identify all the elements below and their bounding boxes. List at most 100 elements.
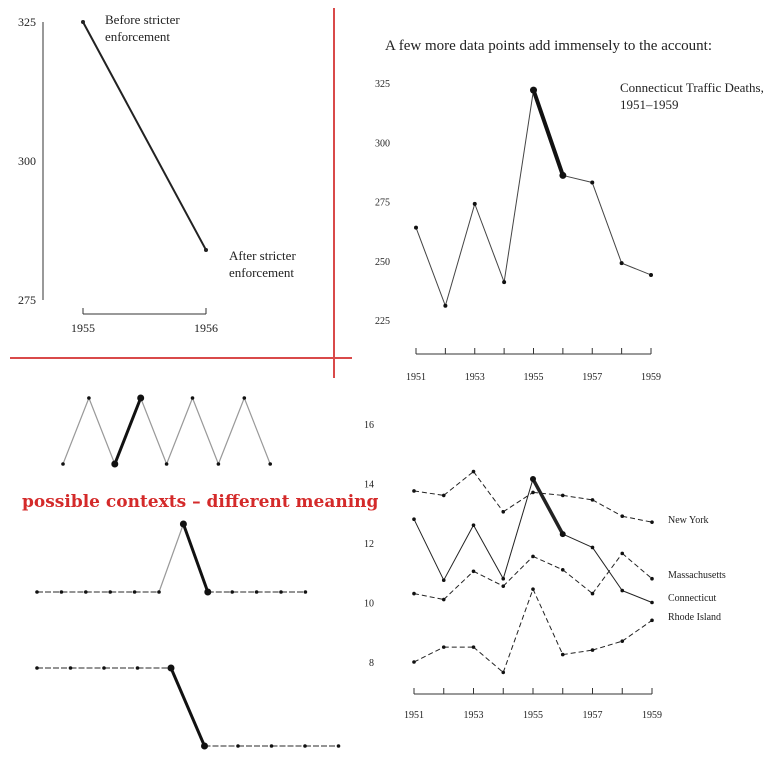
connecticut-data-point xyxy=(649,272,653,277)
two-point-data-point xyxy=(204,247,208,252)
new-york-data-point xyxy=(412,489,416,493)
massachusetts-line-segment xyxy=(473,570,504,587)
rhode-island-data-point xyxy=(412,660,416,664)
connecticut-chart: A few more data points add immensely to … xyxy=(375,38,764,383)
rhode-island-line-segment xyxy=(562,649,593,656)
sketch-data-point xyxy=(135,666,140,670)
connecticut-data-point xyxy=(559,531,566,538)
connecticut-y-tick-label: 325 xyxy=(375,79,390,90)
sketch-data-point xyxy=(61,462,65,466)
rhode-island-data-point xyxy=(471,645,476,649)
four-states-x-tick-label: 1953 xyxy=(464,710,484,721)
rhode-island-data-point xyxy=(501,670,506,675)
connecticut-data-point xyxy=(441,578,446,582)
rhode-island-line-segment xyxy=(621,619,653,642)
connecticut-line-segment xyxy=(592,547,623,591)
massachusetts-line-segment xyxy=(413,593,444,601)
connecticut-data-point xyxy=(650,600,654,605)
sketch-data-point xyxy=(87,396,91,400)
connecticut-line-segment xyxy=(443,524,474,581)
new-york-line-segment xyxy=(592,499,623,517)
sketch-emphasis-segment xyxy=(169,667,206,747)
sketch-data-point xyxy=(132,590,137,594)
four-states-y-tick-label: 16 xyxy=(364,420,374,431)
two-point-annotation: enforcement xyxy=(105,29,170,44)
new-york-line-segment xyxy=(532,491,563,496)
connecticut-chart-heading: A few more data points add immensely to … xyxy=(385,38,712,54)
four-states-series-label: New York xyxy=(668,515,709,526)
new-york-line-segment xyxy=(502,492,534,513)
connecticut-data-point xyxy=(414,225,418,230)
connecticut-emphasis-segment xyxy=(531,89,565,177)
two-point-series-line xyxy=(82,21,207,251)
sketch-data-point xyxy=(303,744,307,748)
two-point-x-tick-label: 1955 xyxy=(71,321,95,335)
sketch-data-point xyxy=(35,590,39,594)
rhode-island-data-point xyxy=(650,618,654,623)
two-point-y-tick-label: 275 xyxy=(18,293,36,307)
rhode-island-data-point xyxy=(590,648,595,652)
connecticut-x-tick-label: 1959 xyxy=(641,372,661,383)
massachusetts-line-segment xyxy=(592,553,623,594)
four-states-x-tick-label: 1959 xyxy=(642,710,662,721)
rhode-island-line-segment xyxy=(532,588,564,655)
massachusetts-data-point xyxy=(531,554,535,559)
connecticut-data-point xyxy=(501,576,506,581)
connecticut-line-segment xyxy=(474,203,505,283)
connecticut-y-tick-label: 250 xyxy=(375,257,390,268)
connecticut-y-tick-label: 300 xyxy=(375,138,390,149)
contexts-caption: possible contexts – different meaning xyxy=(22,492,379,512)
new-york-data-point xyxy=(501,509,506,514)
massachusetts-data-point xyxy=(620,551,625,556)
four-states-x-tick-label: 1951 xyxy=(404,710,424,721)
four-states-y-tick-label: 8 xyxy=(369,658,374,669)
four-states-series-label: Rhode Island xyxy=(668,612,721,623)
two-point-annotation: Before stricter xyxy=(105,12,180,27)
connecticut-line-segment xyxy=(591,182,623,264)
two-point-x-tick-label: 1956 xyxy=(194,321,218,335)
sketch-data-point xyxy=(201,742,208,750)
connecticut-line-segment xyxy=(502,478,534,579)
rhode-island-data-point xyxy=(531,587,535,591)
sketch-data-point xyxy=(268,462,273,466)
context-step-sketch xyxy=(35,664,341,750)
new-york-data-point xyxy=(560,493,565,498)
sketch-data-point xyxy=(190,396,195,400)
sketch-data-point xyxy=(102,666,106,670)
four-states-x-tick-label: 1955 xyxy=(523,710,543,721)
sketch-data-point xyxy=(242,396,247,400)
sketch-line-segment xyxy=(217,397,245,465)
sketch-data-point xyxy=(84,590,88,594)
rhode-island-data-point xyxy=(560,652,565,657)
connecticut-line-segment xyxy=(413,518,445,581)
four-states-series-label: Connecticut xyxy=(668,593,717,604)
massachusetts-line-segment xyxy=(532,555,563,571)
connecticut-data-point xyxy=(559,171,567,179)
massachusetts-data-point xyxy=(441,597,446,602)
two-point-data-point xyxy=(81,20,85,24)
connecticut-y-tick-label: 275 xyxy=(375,198,390,209)
connecticut-data-point xyxy=(443,303,448,308)
sketch-line-segment xyxy=(88,397,116,465)
sketch-data-point xyxy=(157,590,161,594)
sketch-data-point xyxy=(254,590,259,594)
sketch-data-point xyxy=(68,666,73,670)
two-point-annotation: enforcement xyxy=(229,265,294,280)
sketch-line-segment xyxy=(62,397,90,465)
new-york-line-segment xyxy=(443,471,474,496)
two-point-y-tick-label: 300 xyxy=(18,154,36,168)
new-york-line-segment xyxy=(473,471,504,513)
four-states-y-tick-label: 12 xyxy=(364,539,374,550)
connecticut-line-segment xyxy=(621,262,652,276)
sketch-emphasis-segment xyxy=(113,397,143,465)
connecticut-data-point xyxy=(530,86,537,94)
connecticut-data-point xyxy=(472,201,477,206)
new-york-data-point xyxy=(441,493,446,498)
connecticut-data-point xyxy=(619,261,624,266)
connecticut-data-point xyxy=(590,545,595,550)
massachusetts-data-point xyxy=(560,567,565,572)
rhode-island-line-segment xyxy=(413,646,444,663)
sketch-data-point xyxy=(303,590,308,594)
connecticut-line-segment xyxy=(473,524,504,579)
